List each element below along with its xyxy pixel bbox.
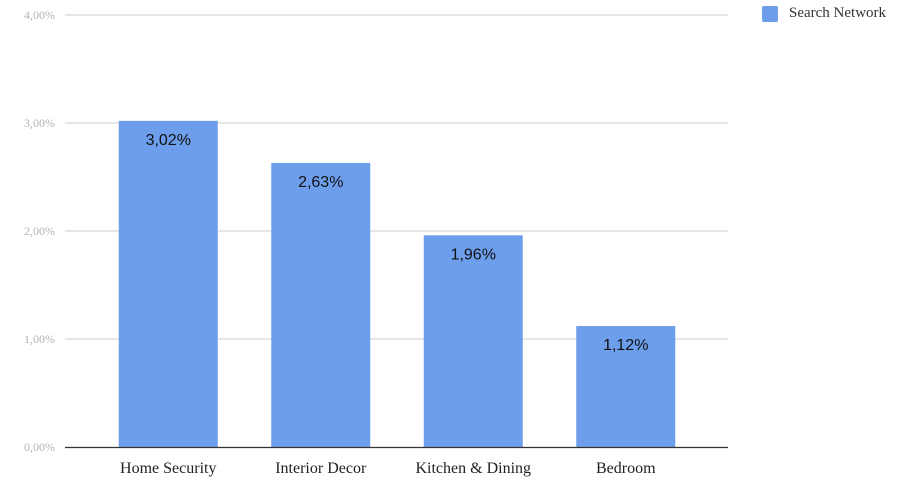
y-tick-label: 3,00% [24, 116, 55, 130]
y-tick-label: 2,00% [24, 224, 55, 238]
x-tick-label: Bedroom [596, 460, 656, 477]
x-tick-label: Home Security [120, 460, 216, 477]
bars [118, 120, 676, 447]
data-label: 3,02% [146, 132, 191, 149]
bar [423, 235, 523, 447]
bar [118, 120, 218, 447]
bar [576, 326, 676, 447]
legend-swatch [762, 5, 778, 22]
bar [271, 162, 371, 447]
data-labels: 3,02% 2,63% 1,96% 1,12% [146, 132, 649, 354]
data-label: 2,63% [298, 174, 343, 191]
x-tick-label: Kitchen & Dining [415, 460, 531, 477]
x-axis-labels: Home Security Interior Decor Kitchen & Din… [120, 460, 656, 477]
y-tick-label: 0,00% [24, 440, 55, 454]
data-label: 1,96% [451, 246, 496, 263]
y-axis-ticks: 0,00% 1,00% 2,00% 3,00% 4,00% [24, 8, 55, 454]
x-tick-label: Interior Decor [275, 460, 367, 477]
y-tick-label: 4,00% [24, 8, 55, 22]
legend: Search Network [762, 5, 886, 22]
data-label: 1,12% [603, 337, 648, 354]
legend-label: Search Network [789, 5, 887, 21]
y-tick-label: 1,00% [24, 332, 55, 346]
